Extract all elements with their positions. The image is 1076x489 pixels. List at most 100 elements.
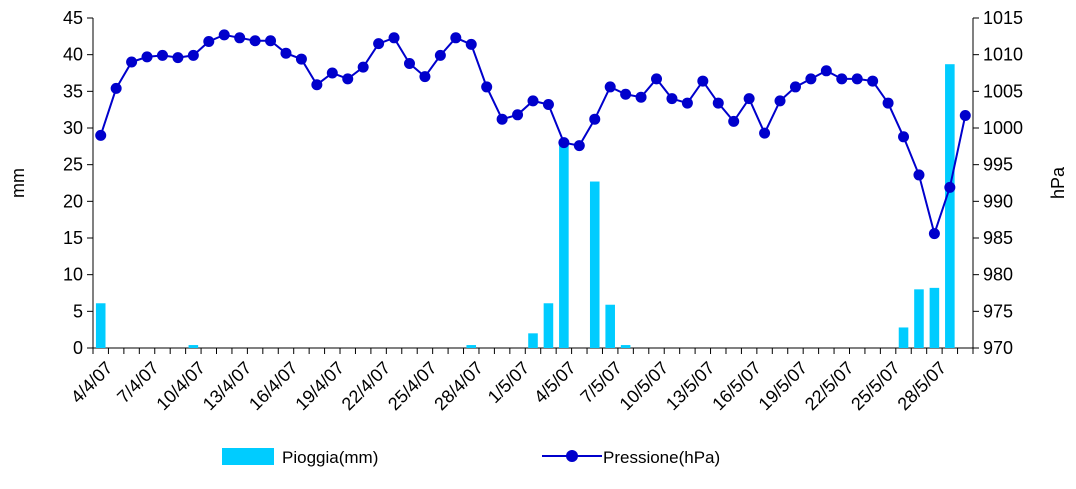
pressure-point bbox=[249, 35, 261, 47]
pressure-point bbox=[496, 113, 508, 125]
left-tick-label: 0 bbox=[73, 338, 83, 358]
x-tick-label: 22/5/07 bbox=[801, 358, 858, 415]
rain-bars-group bbox=[95, 64, 955, 348]
pressure-point bbox=[512, 109, 524, 121]
left-tick-label: 25 bbox=[63, 155, 83, 175]
pressure-point bbox=[388, 32, 400, 44]
pressure-point bbox=[913, 169, 925, 181]
x-tick-label: 25/5/07 bbox=[847, 358, 904, 415]
rain-bar bbox=[620, 345, 631, 348]
left-tick-label: 10 bbox=[63, 265, 83, 285]
left-tick-label: 5 bbox=[73, 301, 83, 321]
x-tick-label: 1/5/07 bbox=[484, 358, 534, 408]
left-tick-label: 30 bbox=[63, 118, 83, 138]
pressure-point bbox=[898, 131, 910, 143]
x-tick-label: 4/4/07 bbox=[67, 358, 117, 408]
x-tick-label: 19/4/07 bbox=[291, 358, 348, 415]
x-tick-label: 16/5/07 bbox=[708, 358, 765, 415]
pressure-line bbox=[99, 33, 967, 238]
legend-label-pressure: Pressione(hPa) bbox=[603, 448, 720, 467]
pressure-point bbox=[172, 52, 184, 64]
pressure-point bbox=[759, 127, 771, 139]
right-tick-label: 990 bbox=[983, 191, 1013, 211]
x-tick-label: 10/5/07 bbox=[616, 358, 673, 415]
pressure-point bbox=[527, 95, 539, 107]
pressure-point bbox=[403, 57, 415, 69]
pressure-point bbox=[589, 113, 601, 125]
x-tick-label: 13/5/07 bbox=[662, 358, 719, 415]
rain-bar bbox=[188, 345, 199, 348]
pressure-point bbox=[651, 73, 663, 85]
rain-bar bbox=[605, 304, 615, 348]
right-tick-label: 970 bbox=[983, 338, 1013, 358]
x-tick-label: 28/4/07 bbox=[430, 358, 487, 415]
pressure-line-group bbox=[95, 29, 971, 240]
pressure-point bbox=[542, 99, 554, 111]
x-tick-label: 16/4/07 bbox=[245, 358, 302, 415]
legend-label-rain: Pioggia(mm) bbox=[282, 448, 378, 467]
rain-bar bbox=[589, 181, 600, 348]
pressure-point bbox=[820, 65, 832, 77]
x-tick-label: 28/5/07 bbox=[894, 358, 951, 415]
right-axis-title: hPa bbox=[1048, 166, 1068, 199]
axes-group bbox=[87, 17, 979, 354]
pressure-point bbox=[234, 32, 246, 44]
pressure-point bbox=[774, 95, 786, 107]
x-tick-label: 25/4/07 bbox=[384, 358, 441, 415]
pressure-point bbox=[465, 38, 477, 50]
pressure-point bbox=[265, 35, 277, 47]
right-tick-label: 985 bbox=[983, 228, 1013, 248]
pressure-point bbox=[156, 49, 168, 61]
pressure-point bbox=[311, 79, 323, 91]
pressure-point bbox=[141, 51, 153, 63]
pressure-point bbox=[342, 73, 354, 85]
rain-bar bbox=[95, 303, 106, 348]
left-tick-label: 35 bbox=[63, 81, 83, 101]
rain-bar bbox=[559, 141, 569, 348]
pressure-point bbox=[712, 97, 724, 109]
legend-swatch-rain bbox=[222, 448, 274, 465]
pressure-point bbox=[95, 129, 107, 141]
pressure-point bbox=[928, 228, 940, 240]
pressure-point bbox=[187, 49, 199, 61]
right-tick-label: 1005 bbox=[983, 81, 1023, 101]
rain-bar bbox=[914, 289, 924, 348]
x-tick-label: 4/5/07 bbox=[530, 358, 580, 408]
pressure-point bbox=[326, 67, 338, 79]
pressure-point bbox=[434, 49, 446, 61]
right-tick-label: 995 bbox=[983, 155, 1013, 175]
pressure-point bbox=[203, 35, 215, 47]
pressure-point bbox=[805, 73, 817, 85]
left-tick-label: 40 bbox=[63, 45, 83, 65]
pressure-point bbox=[959, 110, 971, 122]
pressure-point bbox=[743, 93, 755, 105]
legend: Pioggia(mm) Pressione(hPa) bbox=[222, 448, 720, 467]
pressure-point bbox=[558, 137, 570, 149]
x-tick-label: 10/4/07 bbox=[152, 358, 209, 415]
pressure-point bbox=[604, 81, 616, 93]
pressure-point bbox=[789, 81, 801, 93]
right-tick-label: 1015 bbox=[983, 8, 1023, 28]
pressure-point bbox=[419, 71, 431, 83]
pressure-point bbox=[280, 47, 292, 59]
rain-bar bbox=[898, 327, 909, 348]
legend-swatch-pressure-marker bbox=[566, 450, 578, 462]
pressure-point bbox=[697, 75, 709, 87]
pressure-point bbox=[635, 91, 647, 103]
right-tick-label: 1000 bbox=[983, 118, 1023, 138]
pressure-point bbox=[620, 88, 632, 100]
pressure-point bbox=[573, 140, 585, 152]
rain-bar bbox=[528, 333, 538, 348]
pressure-point bbox=[126, 56, 138, 68]
rain-bar bbox=[945, 64, 955, 348]
right-tick-label: 975 bbox=[983, 301, 1013, 321]
left-axis-title: mm bbox=[8, 168, 28, 198]
x-tick-label: 19/5/07 bbox=[755, 358, 812, 415]
x-tick-label: 13/4/07 bbox=[199, 358, 256, 415]
pressure-point bbox=[681, 97, 693, 109]
x-tick-label: 22/4/07 bbox=[338, 358, 395, 415]
left-tick-label: 45 bbox=[63, 8, 83, 28]
right-tick-label: 980 bbox=[983, 265, 1013, 285]
pressure-point bbox=[481, 81, 493, 93]
